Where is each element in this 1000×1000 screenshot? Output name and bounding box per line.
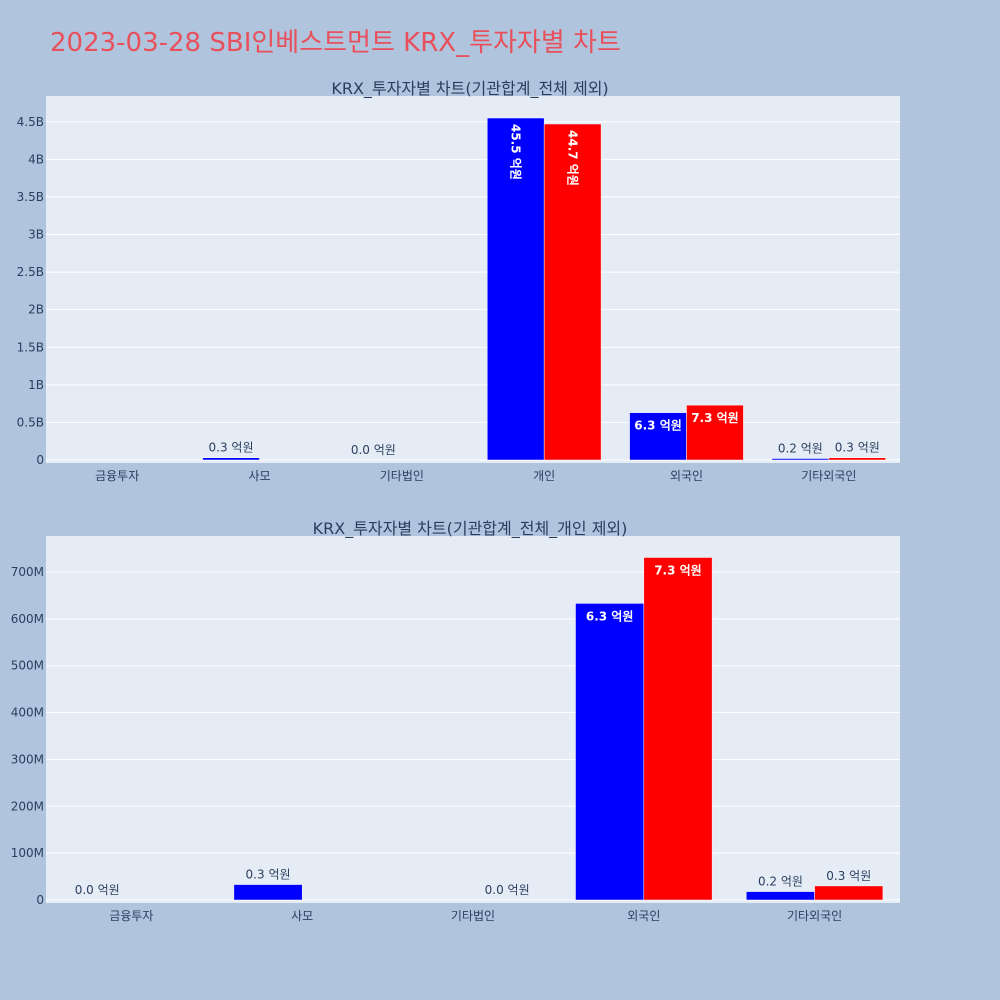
- data-label: 0.0 억원: [75, 883, 120, 897]
- data-label: 45.5 억원: [509, 124, 523, 180]
- y-tick-label: 4.5B: [17, 115, 44, 129]
- bar: [643, 557, 713, 901]
- data-label: 0.2 억원: [758, 875, 803, 889]
- chart-title: KRX_투자자별 차트(기관합계_전체 제외): [331, 79, 608, 99]
- plot-area: [46, 96, 900, 463]
- x-tick-label: 금융투자: [109, 909, 153, 923]
- data-label: 0.3 억원: [826, 869, 871, 883]
- bar: [746, 891, 815, 901]
- x-tick-label: 사모: [248, 469, 270, 483]
- y-tick-label: 1B: [28, 378, 44, 392]
- data-label: 6.3 억원: [634, 419, 682, 433]
- plot-area: [46, 536, 900, 903]
- y-tick-label: 400M: [11, 706, 44, 720]
- x-tick-label: 기타외국인: [801, 469, 856, 483]
- y-tick-label: 200M: [11, 799, 44, 813]
- x-tick-label: 기타법인: [451, 909, 495, 923]
- y-tick-label: 0.5B: [17, 415, 44, 429]
- x-tick-label: 기타외국인: [787, 909, 842, 923]
- bar: [828, 457, 887, 461]
- x-tick-label: 사모: [291, 909, 313, 923]
- chart-title: KRX_투자자별 차트(기관합계_전체_개인 제외): [313, 519, 628, 539]
- bar: [575, 603, 645, 901]
- data-label: 7.3 억원: [654, 563, 702, 577]
- x-tick-label: 외국인: [670, 469, 703, 483]
- y-tick-label: 2.5B: [17, 265, 44, 279]
- bar: [233, 884, 303, 901]
- bar: [771, 458, 830, 461]
- y-tick-label: 2B: [28, 303, 44, 317]
- data-label: 0.3 억원: [209, 441, 254, 455]
- bar: [486, 117, 545, 461]
- y-tick-label: 3B: [28, 228, 44, 242]
- y-tick-label: 600M: [11, 612, 44, 626]
- x-tick-label: 기타법인: [380, 469, 424, 483]
- data-label: 0.2 억원: [778, 441, 823, 455]
- y-tick-label: 3.5B: [17, 190, 44, 204]
- chart-investor-top: 0 0.5B 1B 1.5B 2B 2.5B 3B 3.5B 4B 4.5B KRX_투자자별 차트…: [17, 79, 900, 483]
- data-label: 0.3 억원: [246, 868, 291, 882]
- data-label: 6.3 억원: [586, 609, 634, 623]
- page-title: 2023-03-28 SBI인베스트먼트 KRX_투자자별 차트: [50, 28, 621, 58]
- data-label: 0.3 억원: [835, 441, 880, 455]
- data-label: 44.7 억원: [566, 130, 580, 186]
- x-tick-label: 개인: [533, 469, 555, 483]
- bar: [686, 404, 744, 461]
- y-tick-label: 700M: [11, 565, 44, 579]
- bar: [202, 457, 260, 461]
- y-tick-label: 300M: [11, 752, 44, 766]
- y-tick-label: 0: [36, 453, 44, 467]
- bar: [629, 412, 687, 461]
- x-tick-label: 외국인: [627, 909, 660, 923]
- y-tick-label: 4B: [28, 152, 44, 166]
- chart-investor-bottom: 0 100M 200M 300M 400M 500M 600M 700M KRX_투자자별 차트…: [11, 519, 900, 923]
- y-tick-label: 0: [36, 893, 44, 907]
- bar: [814, 885, 884, 901]
- y-tick-label: 1.5B: [17, 340, 44, 354]
- data-label: 0.0 억원: [351, 443, 396, 457]
- bar: [543, 123, 602, 461]
- y-tick-label: 500M: [11, 659, 44, 673]
- x-tick-label: 금융투자: [95, 469, 139, 483]
- data-label: 7.3 억원: [691, 411, 739, 425]
- data-label: 0.0 억원: [485, 883, 530, 897]
- y-tick-label: 100M: [11, 846, 44, 860]
